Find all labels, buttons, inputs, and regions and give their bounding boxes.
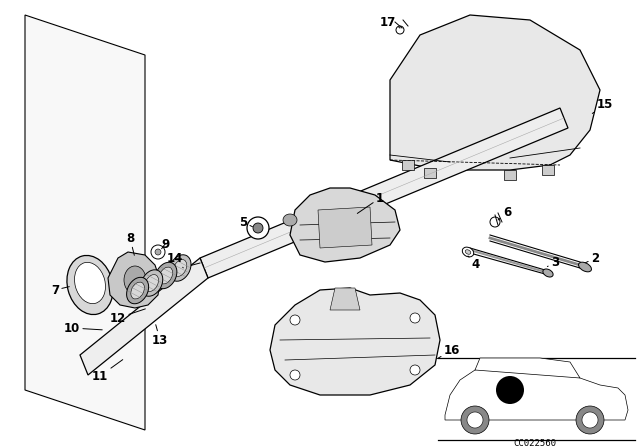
Text: 2: 2 — [586, 251, 599, 264]
Polygon shape — [108, 252, 160, 308]
Ellipse shape — [141, 270, 163, 296]
Text: CC022560: CC022560 — [513, 439, 557, 448]
Polygon shape — [475, 358, 580, 378]
Text: 16: 16 — [437, 344, 460, 358]
Circle shape — [410, 365, 420, 375]
Circle shape — [490, 217, 500, 227]
Text: 8: 8 — [126, 232, 134, 255]
Ellipse shape — [543, 269, 553, 277]
Polygon shape — [25, 15, 145, 430]
Circle shape — [290, 315, 300, 325]
Circle shape — [582, 412, 598, 428]
Ellipse shape — [145, 275, 159, 292]
Circle shape — [461, 406, 489, 434]
Polygon shape — [290, 188, 400, 262]
Ellipse shape — [579, 262, 591, 272]
Circle shape — [396, 26, 404, 34]
Text: 1: 1 — [357, 191, 384, 213]
Text: 9: 9 — [161, 237, 169, 250]
Ellipse shape — [155, 262, 177, 289]
Polygon shape — [200, 108, 568, 278]
Text: 10: 10 — [64, 322, 102, 335]
Ellipse shape — [169, 255, 191, 281]
Circle shape — [290, 370, 300, 380]
Ellipse shape — [131, 282, 145, 299]
Text: 6: 6 — [498, 207, 511, 220]
Ellipse shape — [462, 247, 474, 257]
Circle shape — [155, 249, 161, 255]
Circle shape — [576, 406, 604, 434]
Text: 7: 7 — [51, 284, 69, 297]
Polygon shape — [270, 288, 440, 395]
Ellipse shape — [127, 277, 148, 304]
Ellipse shape — [124, 266, 146, 294]
Bar — [504, 170, 516, 180]
Text: 13: 13 — [152, 325, 168, 346]
Circle shape — [151, 245, 165, 259]
Ellipse shape — [159, 267, 173, 284]
Polygon shape — [318, 207, 372, 248]
Text: 14: 14 — [167, 251, 183, 268]
Bar — [424, 168, 436, 178]
Text: 5: 5 — [239, 215, 253, 228]
Circle shape — [247, 217, 269, 239]
Circle shape — [410, 313, 420, 323]
Circle shape — [253, 223, 263, 233]
Ellipse shape — [465, 250, 471, 254]
Bar — [402, 160, 414, 170]
Polygon shape — [445, 363, 628, 420]
Circle shape — [496, 376, 524, 404]
Circle shape — [467, 412, 483, 428]
Polygon shape — [80, 258, 208, 375]
Ellipse shape — [173, 259, 187, 276]
Text: 15: 15 — [592, 99, 613, 113]
Text: 4: 4 — [468, 256, 480, 271]
Polygon shape — [330, 288, 360, 310]
Text: 11: 11 — [92, 360, 123, 383]
Ellipse shape — [67, 255, 113, 314]
Text: 12: 12 — [110, 309, 145, 324]
Text: 17: 17 — [380, 16, 400, 29]
Bar — [542, 165, 554, 175]
Text: 3: 3 — [547, 255, 559, 268]
Polygon shape — [390, 15, 600, 170]
Ellipse shape — [283, 214, 297, 226]
Ellipse shape — [74, 263, 106, 304]
